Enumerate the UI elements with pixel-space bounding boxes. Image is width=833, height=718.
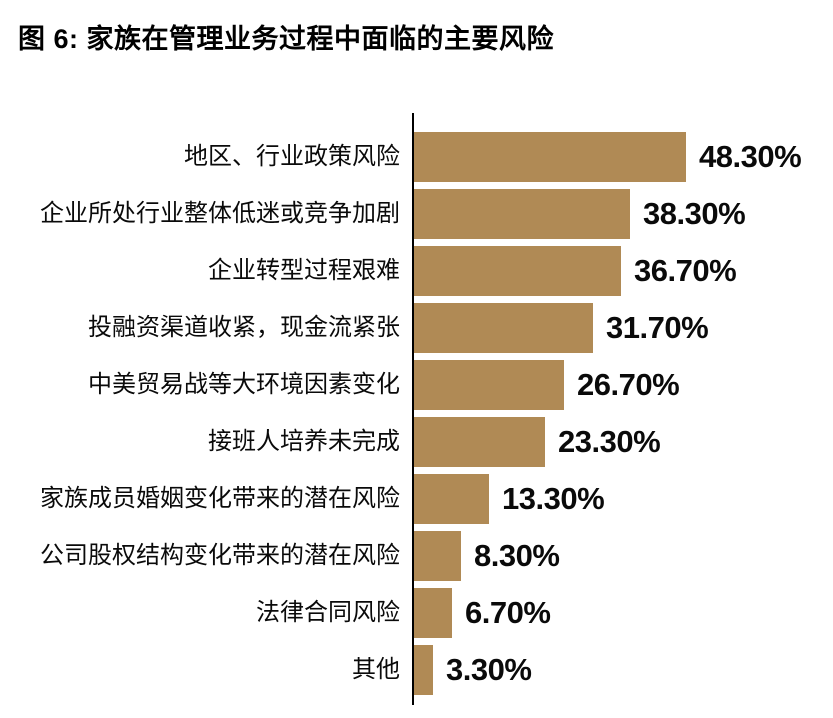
bar-row: 投融资渠道收紧，现金流紧张 31.70%	[0, 299, 833, 356]
bar-area: 31.70%	[414, 302, 709, 353]
bar-row: 家族成员婚姻变化带来的潜在风险 13.30%	[0, 470, 833, 527]
bar-row: 地区、行业政策风险 48.30%	[0, 128, 833, 185]
bar-row: 法律合同风险 6.70%	[0, 584, 833, 641]
category-label: 投融资渠道收紧，现金流紧张	[88, 313, 400, 341]
category-label: 公司股权结构变化带来的潜在风险	[40, 541, 400, 569]
bar-area: 8.30%	[414, 530, 560, 581]
bar	[414, 131, 686, 182]
bar	[414, 359, 564, 410]
bar	[414, 416, 545, 467]
bar	[414, 245, 621, 296]
bar-row: 企业所处行业整体低迷或竞争加剧 38.30%	[0, 185, 833, 242]
bar	[414, 587, 452, 638]
bar-area: 48.30%	[414, 131, 802, 182]
value-label: 8.30%	[474, 537, 560, 573]
bar-chart: 地区、行业政策风险 48.30% 企业所处行业整体低迷或竞争加剧 38.30% …	[0, 113, 833, 705]
bar-row: 接班人培养未完成 23.30%	[0, 413, 833, 470]
value-label: 31.70%	[606, 309, 709, 345]
category-label: 家族成员婚姻变化带来的潜在风险	[40, 484, 400, 512]
bar-area: 26.70%	[414, 359, 680, 410]
bar-area: 38.30%	[414, 188, 746, 239]
value-label: 48.30%	[699, 138, 802, 174]
bar-area: 23.30%	[414, 416, 661, 467]
chart-title: 图 6: 家族在管理业务过程中面临的主要风险	[18, 24, 555, 54]
category-label: 企业转型过程艰难	[208, 256, 400, 284]
bar	[414, 473, 489, 524]
value-label: 13.30%	[502, 480, 605, 516]
category-label: 地区、行业政策风险	[184, 142, 400, 170]
value-label: 38.30%	[643, 195, 746, 231]
category-label: 中美贸易战等大环境因素变化	[88, 370, 400, 398]
bar-row: 公司股权结构变化带来的潜在风险 8.30%	[0, 527, 833, 584]
bar-rows: 地区、行业政策风险 48.30% 企业所处行业整体低迷或竞争加剧 38.30% …	[0, 128, 833, 698]
bar-area: 13.30%	[414, 473, 605, 524]
bar	[414, 188, 630, 239]
bar-row: 其他 3.30%	[0, 641, 833, 698]
category-label: 企业所处行业整体低迷或竞争加剧	[40, 199, 400, 227]
value-label: 23.30%	[558, 423, 661, 459]
bar-row: 中美贸易战等大环境因素变化 26.70%	[0, 356, 833, 413]
bar	[414, 302, 593, 353]
value-label: 3.30%	[446, 651, 532, 687]
category-label: 法律合同风险	[256, 598, 400, 626]
y-axis-line	[412, 113, 414, 705]
bar	[414, 530, 461, 581]
bar	[414, 644, 433, 695]
category-label: 接班人培养未完成	[208, 427, 400, 455]
category-label: 其他	[352, 655, 400, 683]
bar-area: 6.70%	[414, 587, 551, 638]
bar-area: 3.30%	[414, 644, 532, 695]
value-label: 26.70%	[577, 366, 680, 402]
bar-row: 企业转型过程艰难 36.70%	[0, 242, 833, 299]
value-label: 36.70%	[634, 252, 737, 288]
value-label: 6.70%	[465, 594, 551, 630]
bar-area: 36.70%	[414, 245, 737, 296]
